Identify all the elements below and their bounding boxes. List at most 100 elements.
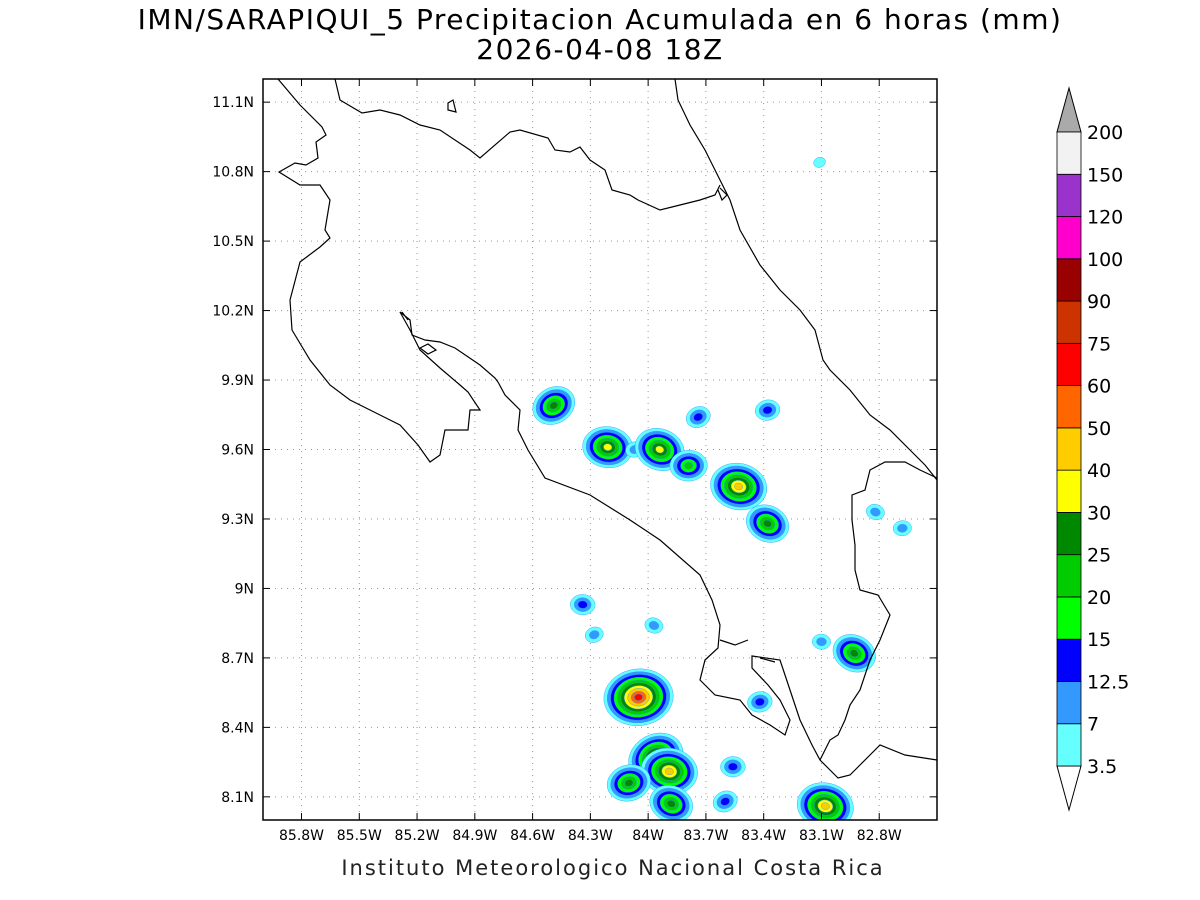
precip-cell	[532, 386, 576, 425]
colorbar-swatch	[1056, 258, 1082, 302]
precip-contour	[693, 412, 703, 422]
colorbar-swatch	[1056, 342, 1082, 387]
colorbar-swatch	[1056, 173, 1082, 217]
precip-contour	[820, 802, 830, 810]
lat-tick-label: 10.5N	[212, 234, 254, 250]
precip-cell	[644, 617, 664, 634]
precip-cell	[570, 594, 596, 616]
precip-contour	[648, 621, 660, 630]
coastline-borders	[277, 79, 937, 779]
colorbar-level-label: 20	[1087, 587, 1111, 609]
precip-contour	[624, 779, 634, 787]
coastline-osa	[719, 639, 776, 663]
coastline-nicoya-gulf	[399, 311, 499, 383]
precip-cell	[755, 399, 781, 421]
colorbar-level-label: 25	[1087, 545, 1111, 567]
precip-contour	[816, 637, 827, 647]
precip-cell	[603, 668, 674, 726]
precip-contour	[589, 630, 600, 640]
colorbar-swatch	[1056, 723, 1082, 767]
precip-contour	[577, 600, 588, 609]
precip-cell	[892, 520, 912, 537]
precip-contour	[897, 523, 908, 533]
colorbar-swatch	[1056, 300, 1082, 344]
precip-contour	[549, 401, 559, 410]
precip-contour	[655, 445, 665, 454]
colorbar-level-label: 3.5	[1087, 756, 1117, 778]
lon-tick-label: 85.2W	[395, 828, 440, 844]
precip-cell	[747, 691, 773, 713]
lat-tick-label: 9.6N	[221, 443, 254, 459]
lon-tick-label: 83.4W	[741, 828, 786, 844]
colorbar-swatch	[1056, 131, 1082, 175]
colorbar-level-label: 75	[1087, 333, 1111, 355]
precip-cell	[584, 626, 604, 643]
lon-tick-label: 84.6W	[510, 828, 555, 844]
precip-cell	[796, 782, 854, 820]
lon-tick-label: 84.3W	[568, 828, 613, 844]
lat-tick-label: 8.4N	[221, 720, 254, 736]
colorbar-level-label: 50	[1087, 418, 1111, 440]
lon-tick-label: 84W	[632, 828, 664, 844]
map-datetime: 2026-04-08 18Z	[476, 33, 724, 66]
precip-contour	[754, 697, 765, 706]
precip-cell	[813, 157, 826, 168]
precip-cell	[710, 462, 768, 511]
lon-tick-label: 82.8W	[857, 828, 902, 844]
map-axes: 85.8W 85.5W 85.2W 84.9W 84.6W 84.3W 84W 83.7W 83…	[212, 79, 937, 844]
precip-contour	[634, 693, 643, 701]
lat-tick-label: 11.1N	[212, 95, 254, 111]
coast-small-3	[717, 187, 728, 202]
colorbar-level-label: 40	[1087, 460, 1111, 482]
lat-tick-label: 9N	[235, 581, 254, 597]
precip-contour	[727, 762, 738, 771]
precip-cell	[832, 634, 876, 673]
precip-contour	[870, 507, 881, 517]
precip-cell	[720, 756, 746, 778]
colorbar-swatch	[1056, 596, 1082, 640]
footer-credit: Instituto Meteorologico Nacional Costa R…	[341, 856, 885, 880]
coastline-lake-nicaragua	[334, 79, 721, 211]
colorbar-level-label: 60	[1087, 376, 1111, 398]
precip-contour	[762, 406, 773, 415]
colorbar-swatch	[1056, 512, 1082, 556]
precip-contour	[763, 519, 772, 528]
precip-cell	[685, 406, 711, 428]
colorbar-level-label: 100	[1087, 249, 1123, 271]
colorbar-level-label: 150	[1087, 164, 1123, 186]
colorbar-level-label: 120	[1087, 207, 1123, 229]
precip-cell	[669, 450, 708, 482]
border-panama	[819, 461, 937, 761]
precip-contour	[666, 799, 676, 808]
lon-tick-label: 83.1W	[799, 828, 844, 844]
lon-tick-label: 85.5W	[337, 828, 382, 844]
precip-contour	[684, 461, 694, 470]
lat-tick-label: 10.2N	[212, 304, 254, 320]
colorbar-level-label: 90	[1087, 291, 1111, 313]
coast-small-1	[447, 99, 457, 113]
precip-contour	[603, 443, 613, 451]
coast-small-2	[418, 343, 438, 355]
lat-tick-label: 8.1N	[221, 790, 254, 806]
lat-tick-label: 8.7N	[221, 651, 254, 667]
lat-tick-label: 9.9N	[221, 373, 254, 389]
lat-tick-label: 9.3N	[221, 512, 254, 528]
lat-tick-label: 10.8N	[212, 165, 254, 181]
colorbar-swatch	[1056, 638, 1082, 682]
colorbar-swatch	[1056, 681, 1082, 725]
caribbean-coast	[674, 79, 937, 481]
colorbar-level-label: 12.5	[1087, 671, 1129, 693]
precip-contour	[849, 649, 859, 658]
precip-contour	[734, 482, 744, 491]
colorbar-swatch	[1056, 554, 1082, 598]
precip-cell	[582, 426, 634, 469]
colorbar-level-label: 30	[1087, 502, 1111, 524]
colorbar-level-label: 200	[1087, 122, 1123, 144]
colorbar-swatch	[1056, 385, 1082, 429]
lon-tick-label: 84.9W	[452, 828, 497, 844]
precip-cell	[712, 790, 738, 813]
colorbar-swatch	[1056, 427, 1082, 471]
colorbar-level-label: 7	[1087, 714, 1099, 736]
precip-cell	[866, 504, 885, 520]
